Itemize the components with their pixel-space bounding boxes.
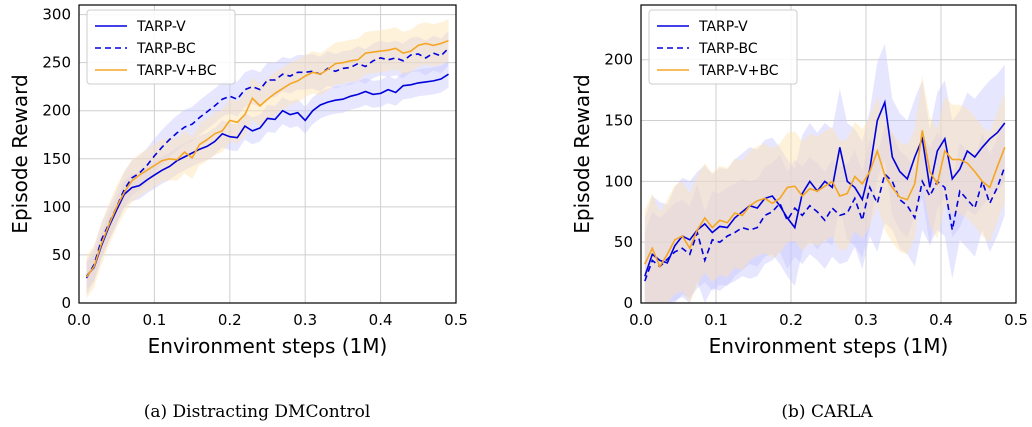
x-tick-label: 0.2 [218, 311, 242, 329]
confidence-band [644, 43, 1005, 304]
x-tick-label: 0.3 [854, 311, 878, 329]
x-tick-label: 0.5 [1004, 311, 1028, 329]
x-axis-label: Environment steps (1M) [148, 334, 388, 358]
legend-label: TARP-V [698, 19, 748, 35]
confidence-band [644, 118, 1005, 303]
series-line [644, 166, 1006, 282]
y-tick-label: 0 [61, 294, 71, 312]
y-tick-label: 100 [42, 198, 71, 216]
legend-box [648, 9, 798, 85]
series-line [85, 73, 449, 277]
x-tick-label: 0.4 [369, 311, 393, 329]
y-tick-label: 250 [42, 54, 71, 72]
x-tick-label: 0.0 [629, 311, 653, 329]
legend-label: TARP-V+BC [698, 63, 779, 79]
series-line [85, 39, 449, 278]
y-tick-label: 100 [604, 172, 633, 190]
confidence-band [86, 19, 449, 299]
y-tick-label: 50 [52, 246, 71, 264]
y-tick-label: 50 [614, 233, 633, 251]
plot-frame [78, 4, 457, 304]
y-axis-label: Episode Reward [570, 74, 594, 233]
x-axis-label: Environment steps (1M) [709, 334, 949, 358]
legend-label: TARP-BC [698, 41, 758, 57]
y-tick-label: 0 [623, 294, 633, 312]
x-tick-label: 0.4 [929, 311, 953, 329]
legend-box [86, 9, 236, 85]
y-axis-label: Episode Reward [8, 74, 32, 233]
x-tick-label: 0.1 [142, 311, 166, 329]
y-tick-label: 150 [604, 112, 633, 130]
caption-a: (a) Distracting DMControl [144, 402, 371, 422]
x-tick-label: 0.2 [779, 311, 803, 329]
chart-distracting-dmcontrol: 0.0 0.1 0.2 0.3 0.4 0.5 0 50 100 150 200 250 300 Envi… [8, 4, 468, 358]
x-tick-label: 0.5 [444, 311, 468, 329]
y-tick-label: 200 [604, 51, 633, 69]
caption-b: (b) CARLA [781, 402, 873, 422]
legend-label: TARP-BC [136, 41, 196, 57]
y-tick-label: 150 [42, 150, 71, 168]
y-tick-label: 200 [42, 102, 71, 120]
chart-carla: 0.0 0.1 0.2 0.3 0.4 0.5 0 50 100 150 200 Environmen… [570, 4, 1028, 358]
plot-frame [640, 4, 1017, 304]
x-tick-label: 0.0 [67, 311, 91, 329]
y-tick-label: 300 [42, 6, 71, 24]
legend-label: TARP-V+BC [136, 63, 217, 79]
series-line [644, 99, 1006, 277]
series-line [644, 130, 1006, 269]
x-tick-label: 0.1 [704, 311, 728, 329]
x-tick-label: 0.3 [293, 311, 317, 329]
confidence-band [644, 75, 1005, 303]
legend-label: TARP-V [136, 19, 186, 35]
